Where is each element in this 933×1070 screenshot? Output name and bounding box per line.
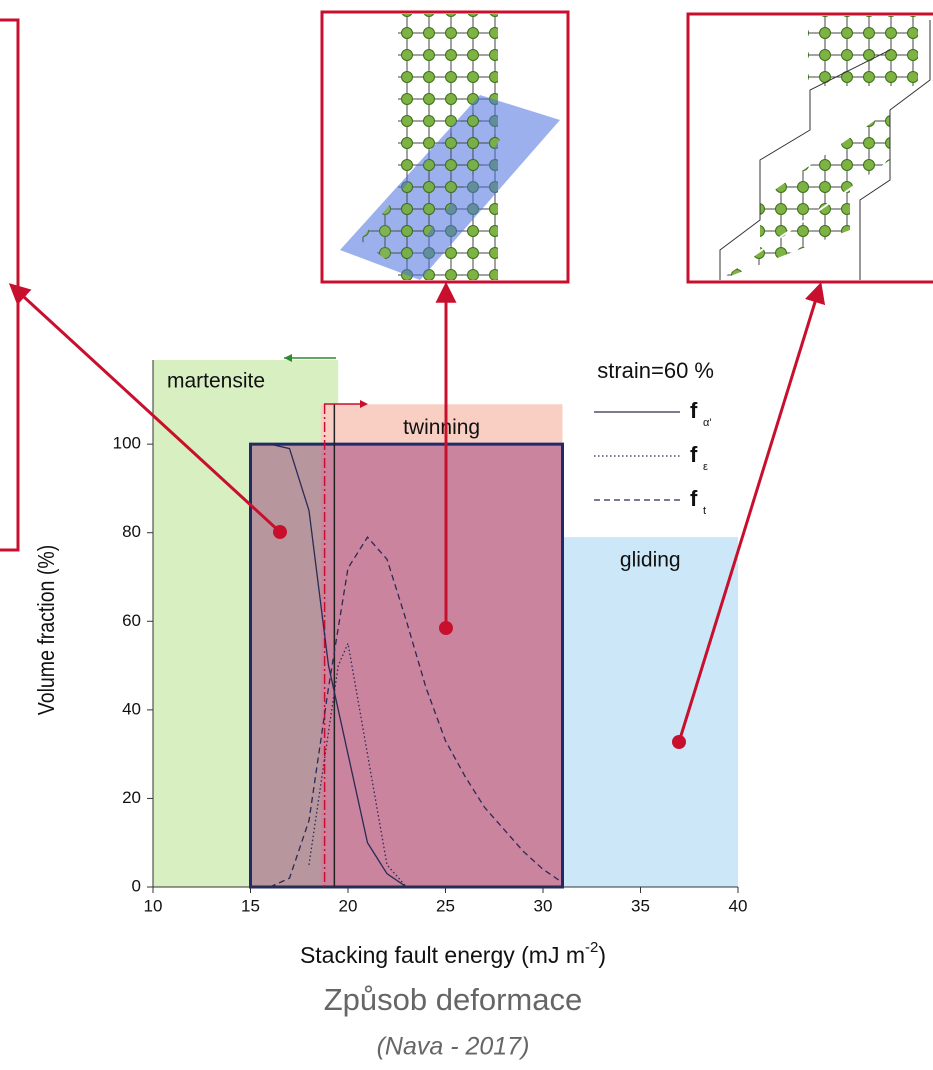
y-tick-label: 100 [113, 434, 141, 453]
highlight-box [251, 444, 563, 887]
x-tick-label: 10 [144, 896, 163, 915]
y-tick-label: 0 [132, 876, 141, 895]
inset-left [0, 20, 18, 550]
y-tick-label: 20 [122, 788, 141, 807]
legend-label: f [690, 398, 698, 423]
plot-area: martensite twinning gliding 0 20 40 60 80 100 10 1… [113, 360, 748, 915]
region-label: martensite [167, 370, 265, 393]
x-tick-label: 20 [339, 896, 358, 915]
y-tick-label: 80 [122, 522, 141, 541]
caption-source: (Nava - 2017) [377, 1033, 530, 1061]
x-label-sup: -2 [585, 939, 598, 956]
annotation: strain=60 % [597, 358, 714, 383]
legend-label: f [690, 486, 698, 511]
y-axis-label: Volume fraction (%) [34, 545, 60, 715]
x-axis-label: Stacking fault energy (mJ m-2) [300, 939, 606, 968]
legend-label: f [690, 442, 698, 467]
legend-subscript: t [703, 505, 706, 517]
legend-subscript: ε [703, 461, 708, 473]
x-tick-label: 30 [534, 896, 553, 915]
legend-subscript: α' [703, 417, 711, 429]
region [563, 537, 739, 887]
y-tick-label: 60 [122, 611, 141, 630]
x-label-text: Stacking fault energy (mJ m [300, 942, 585, 968]
x-tick-label: 25 [436, 896, 455, 915]
x-label-end: ) [598, 942, 606, 968]
region-label: gliding [620, 549, 681, 572]
chart: martensite twinning gliding 0 20 40 60 80 100 10 1… [0, 0, 933, 1070]
x-tick-label: 40 [729, 896, 748, 915]
region-label: twinning [403, 416, 480, 439]
inset-gliding [688, 14, 933, 282]
x-tick-label: 15 [241, 896, 260, 915]
inset-twinning [322, 12, 568, 282]
y-tick-label: 40 [122, 699, 141, 718]
caption-title: Způsob deformace [324, 982, 582, 1017]
page: martensite twinning gliding 0 20 40 60 80 100 10 1… [0, 0, 933, 1070]
x-tick-label: 35 [631, 896, 650, 915]
